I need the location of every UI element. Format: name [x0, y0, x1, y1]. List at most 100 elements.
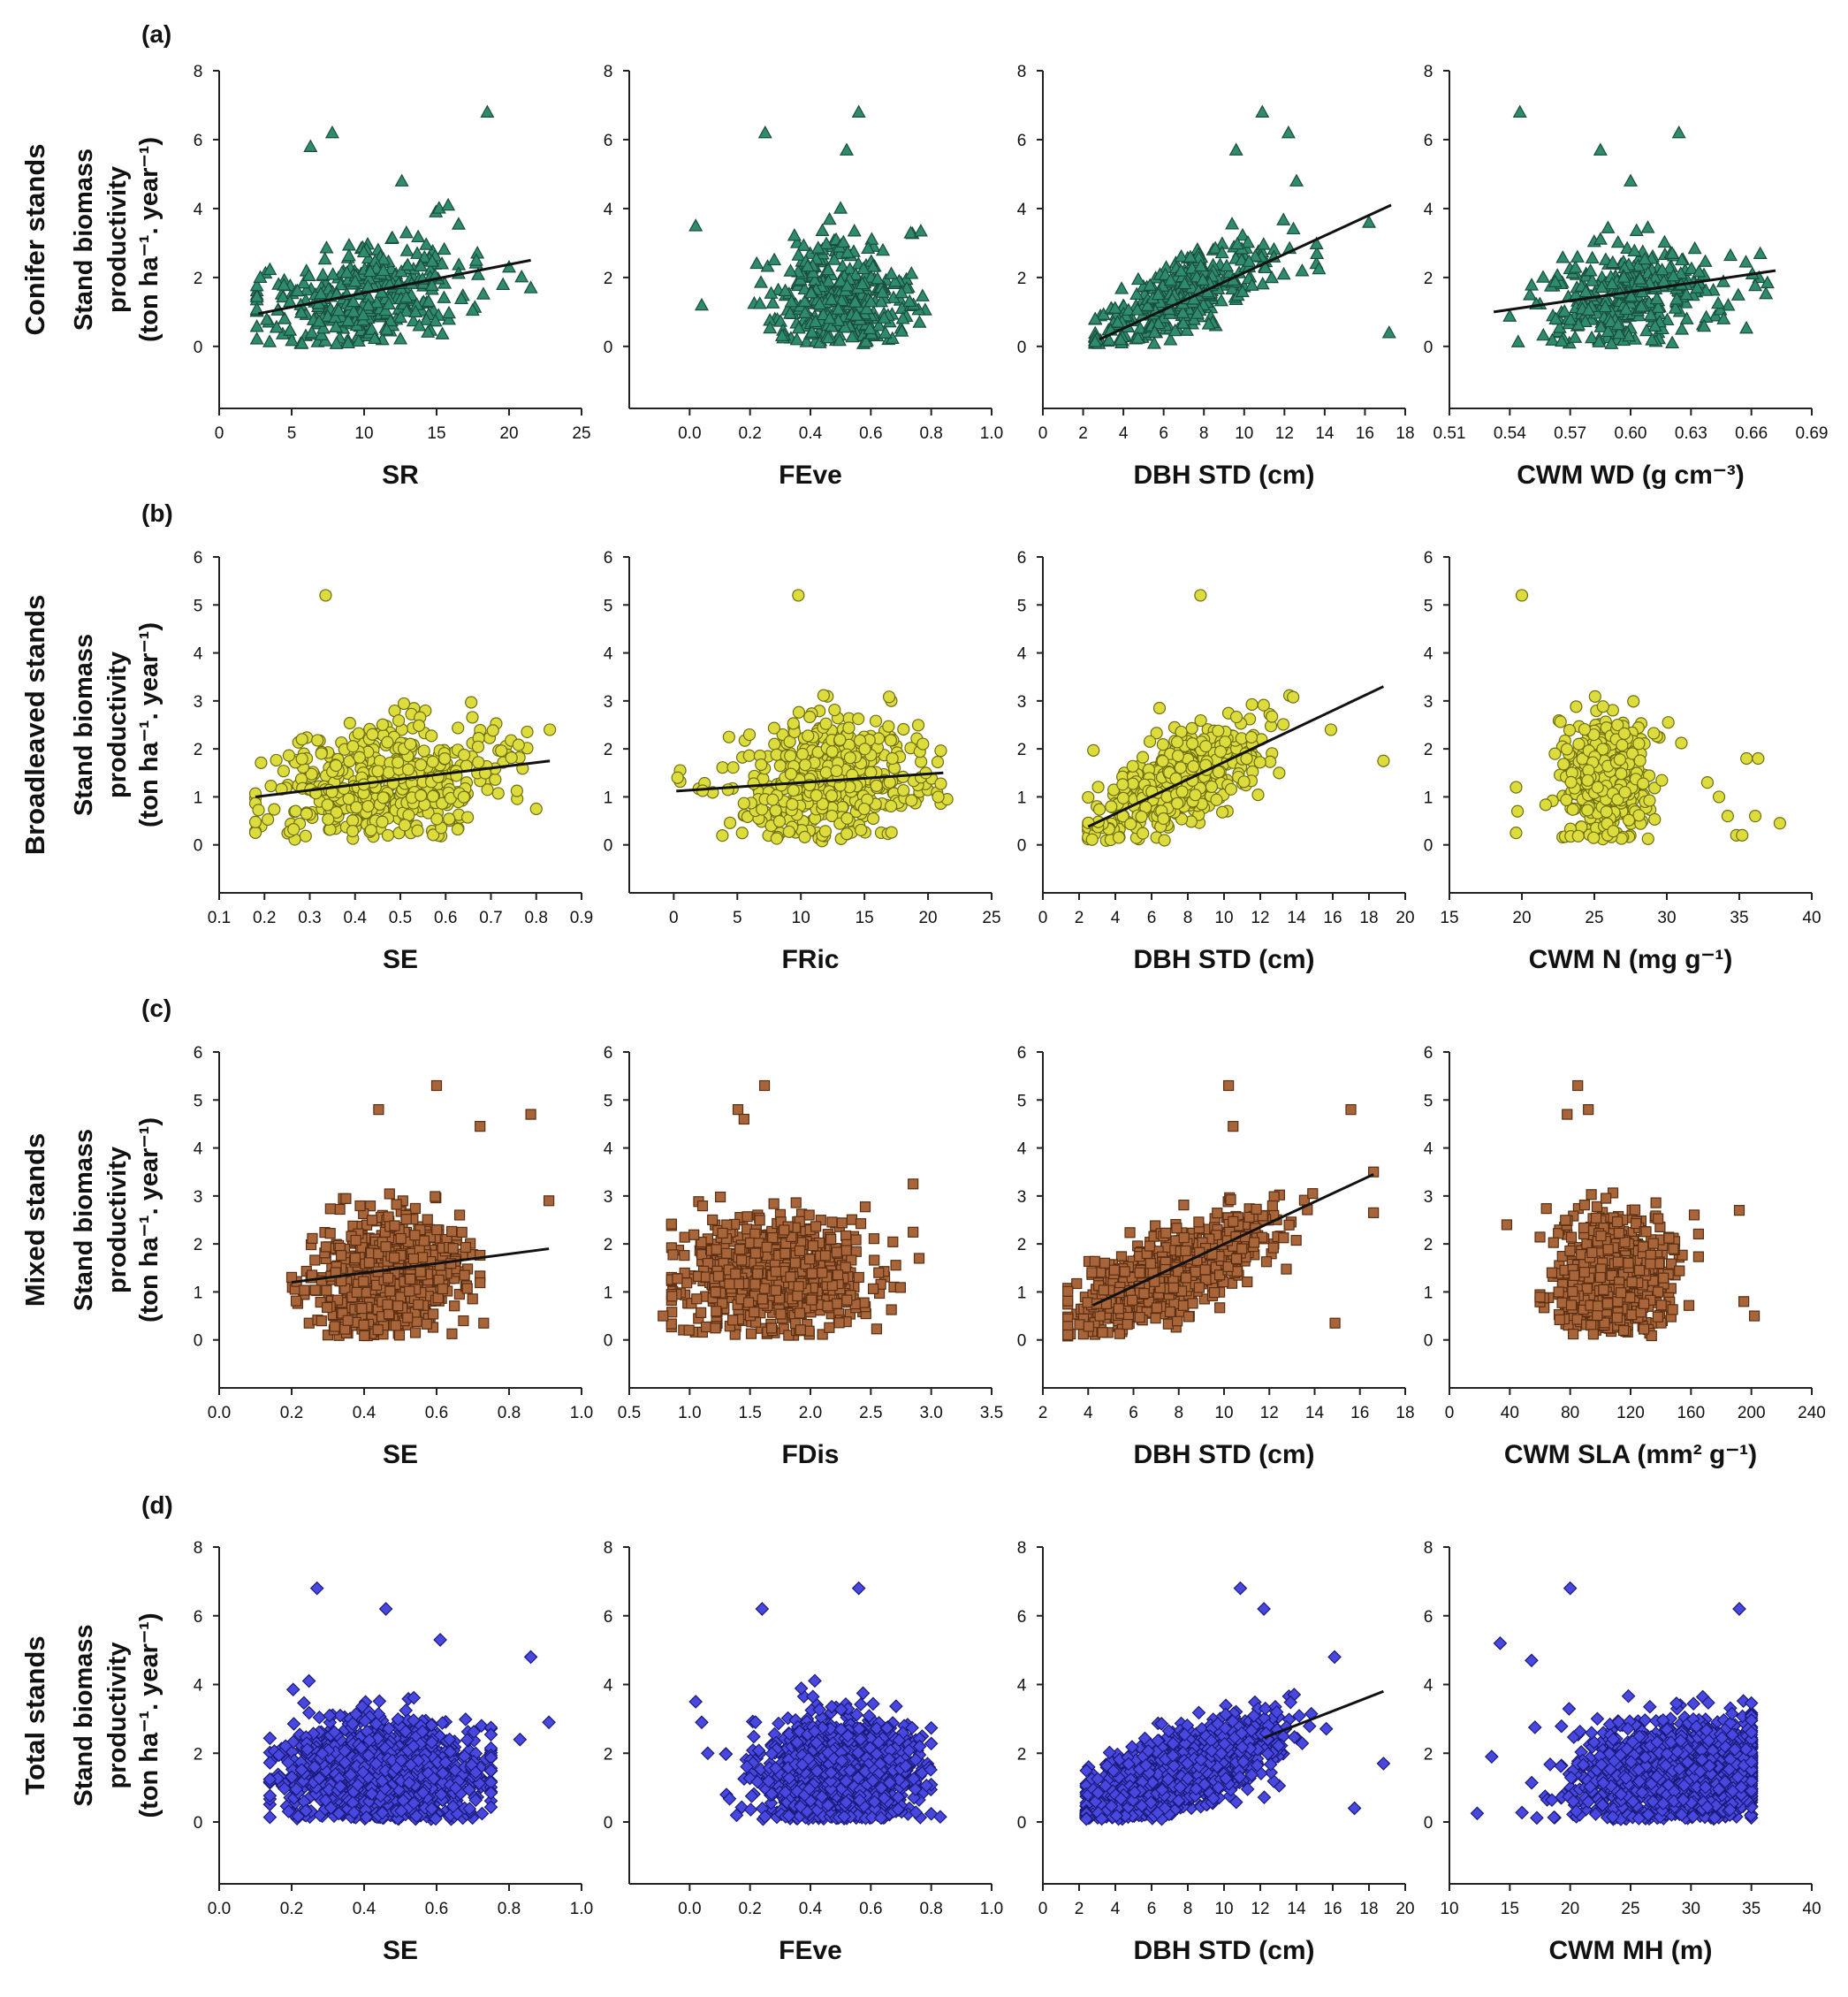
x-tick-label: 15 [1440, 909, 1458, 927]
x-axis-label: CWM WD (g cm⁻³) [1517, 461, 1744, 490]
data-point [414, 258, 429, 272]
x-tick-label: 16 [1323, 909, 1342, 927]
x-tick-label: 6 [1159, 424, 1168, 443]
x-tick-label: 0.8 [525, 909, 548, 927]
y-tick-label: 2 [1424, 741, 1434, 759]
data-point [768, 1198, 780, 1209]
y-tick-label: 0 [194, 837, 203, 856]
data-point [795, 747, 810, 761]
data-point [391, 1199, 402, 1210]
data-point [679, 1249, 690, 1261]
data-point [784, 749, 797, 763]
data-point [316, 321, 331, 334]
x-tick-label: 0.7 [479, 909, 502, 927]
x-tick-label: 18 [1359, 909, 1378, 927]
data-point [691, 1293, 703, 1305]
data-point [665, 1218, 677, 1230]
x-tick-label: 0.69 [1796, 424, 1829, 443]
data-point [453, 1209, 466, 1221]
y-tick-label: 1 [604, 1284, 613, 1302]
data-point [903, 225, 918, 239]
data-point [376, 718, 390, 731]
data-point [716, 829, 729, 842]
data-point [1657, 234, 1672, 248]
x-tick-label: 10 [792, 909, 810, 927]
y-tick-label: 8 [194, 63, 203, 81]
y-tick-label: 0 [194, 1332, 203, 1351]
data-point [467, 1293, 478, 1305]
data-point [437, 290, 452, 303]
y-tick-label: 4 [1017, 645, 1027, 664]
data-point [1739, 320, 1754, 334]
data-point [456, 1226, 468, 1238]
data-point [1773, 817, 1787, 830]
data-point [412, 719, 426, 732]
data-point [1237, 775, 1251, 789]
data-point [343, 716, 356, 730]
data-point [449, 1300, 460, 1312]
data-point [1091, 781, 1105, 794]
data-point [1539, 798, 1553, 812]
data-point [904, 266, 919, 279]
data-point [864, 232, 879, 245]
data-point [1736, 828, 1749, 842]
data-point [383, 313, 398, 327]
data-point [790, 1197, 802, 1208]
y-axis-label: Stand biomass [70, 149, 98, 331]
data-point [1289, 173, 1304, 187]
y-tick-label: 6 [194, 132, 203, 150]
x-tick-label: 40 [1802, 909, 1821, 927]
data-point [404, 1285, 415, 1297]
data-point [789, 332, 804, 346]
x-tick-label: 0.6 [434, 909, 457, 927]
data-point [767, 721, 781, 735]
data-point [341, 313, 356, 326]
data-point [1640, 220, 1655, 233]
y-axis-label: productivity [103, 1147, 132, 1293]
data-point [826, 1216, 838, 1228]
data-point [453, 291, 469, 305]
data-point [825, 745, 839, 758]
x-tick-label: 15 [856, 909, 874, 927]
data-point [696, 1200, 709, 1212]
data-point [882, 690, 896, 704]
x-tick-label: 35 [1730, 909, 1748, 927]
data-point [869, 714, 883, 728]
data-point [411, 229, 426, 243]
data-point [372, 1324, 384, 1336]
data-point [1185, 721, 1198, 735]
data-point [346, 293, 361, 308]
data-point [858, 743, 871, 756]
regression-line [1087, 685, 1385, 828]
y-tick-label: 2 [1017, 270, 1027, 288]
data-point [710, 1322, 721, 1334]
data-point [401, 763, 415, 776]
data-point [1568, 330, 1583, 343]
data-point [374, 285, 389, 298]
data-point [347, 274, 362, 287]
data-point [1759, 286, 1774, 300]
data-point [438, 751, 452, 766]
data-point [1655, 774, 1669, 787]
x-tick-label: 4 [1111, 909, 1121, 927]
y-tick-label: 3 [194, 1188, 203, 1207]
data-point [911, 719, 925, 732]
x-tick-label: 0.9 [570, 909, 593, 927]
data-point [1687, 240, 1702, 255]
data-point [817, 689, 830, 702]
data-point [1740, 751, 1753, 766]
data-point [752, 296, 767, 309]
data-point [249, 301, 264, 315]
data-point [825, 789, 839, 803]
data-point [773, 314, 788, 327]
y-axis-label: Stand biomass [70, 634, 98, 816]
data-point [819, 766, 833, 779]
data-point [1210, 793, 1223, 806]
data-point [384, 1188, 395, 1200]
x-tick-label: 8 [1199, 424, 1209, 443]
data-point [475, 1277, 486, 1289]
data-point [1126, 759, 1139, 773]
data-point [458, 1315, 469, 1327]
data-point [296, 275, 311, 289]
